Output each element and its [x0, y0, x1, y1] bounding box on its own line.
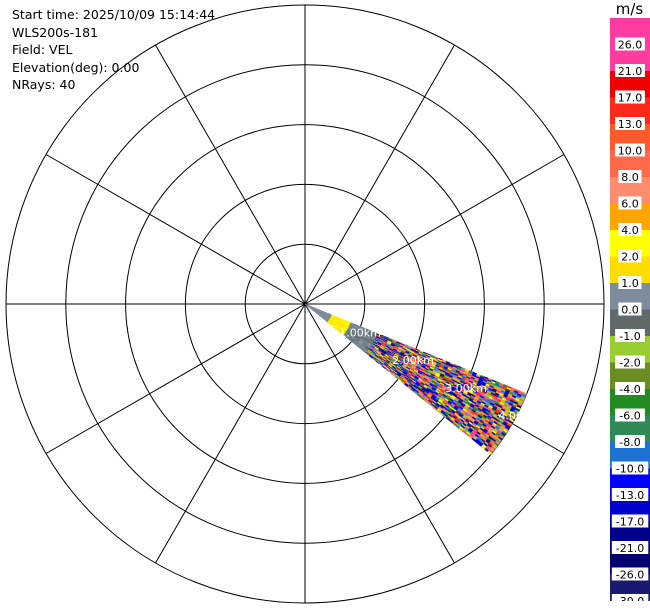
- colorbar-tick-bg: [618, 302, 642, 316]
- colorbar-tick-label: 8.0: [621, 171, 639, 184]
- colorbar-tick-bg: [615, 382, 645, 395]
- colorbar-tick-label: -26.0: [616, 569, 644, 582]
- colorbar-tick-bg: [618, 223, 642, 236]
- colorbar-tick-label: 21.0: [618, 65, 643, 78]
- data-gate: [487, 450, 493, 455]
- colorbar: 26.0 21.0 17.0 13.0 10.0 8.0 6.0 4.0 2.0 1.0 0.0 -1…: [610, 18, 650, 601]
- range-ring-labels: 1.00km 2.00km 3.00km 4.00km: [339, 327, 540, 423]
- elevation-label: Elevation(deg): 0.00: [12, 59, 140, 75]
- colorbar-tick-bg: [611, 514, 649, 528]
- colorbar-tick-bg: [611, 567, 649, 581]
- colorbar-tick-bg: [615, 117, 645, 130]
- range-ring-label: 1.00km: [339, 327, 381, 340]
- range-ring-label: 3.00km: [445, 382, 487, 395]
- colorbar-tick-bg: [611, 488, 649, 501]
- colorbar-tick-label: 1.0: [621, 277, 639, 290]
- colorbar-tick-label: -2.0: [619, 357, 640, 370]
- colorbar-tick-bg: [615, 37, 645, 51]
- colorbar-tick-label: -4.0: [619, 383, 640, 396]
- colorbar-tick-label: 4.0: [621, 224, 639, 237]
- field-label: Field: VEL: [12, 42, 73, 57]
- colorbar-tick-label: -1.0: [619, 330, 640, 343]
- colorbar-tick-bg: [615, 64, 645, 77]
- colorbar-tick-bg: [615, 435, 645, 448]
- start-time-label: Start time: 2025/10/09 15:14:44: [12, 7, 216, 22]
- azimuth-spoke: [155, 44, 306, 305]
- colorbar-tick-bg: [615, 329, 645, 342]
- nrays-label: NRays: 40: [12, 77, 76, 92]
- range-ring-label: 4.00km: [498, 410, 540, 423]
- colorbar-tick-label: 10.0: [618, 145, 643, 158]
- colorbar-tick-bg: [618, 249, 642, 263]
- colorbar-tick-label: -21.0: [616, 542, 644, 555]
- colorbar-tick-bg: [611, 461, 649, 475]
- azimuth-spoke: [155, 303, 306, 564]
- azimuth-spoke: [304, 303, 455, 564]
- colorbar-tick-label: 0.0: [621, 304, 639, 317]
- colorbar-tick-label: 13.0: [618, 118, 643, 131]
- colorbar-tick-bg: [615, 408, 645, 422]
- instrument-label: WLS200s-181: [12, 24, 98, 40]
- colorbar-tick-label: 2.0: [621, 251, 639, 264]
- colorbar-tick-label: -10.0: [616, 463, 644, 476]
- colorbar-tick-label: -8.0: [619, 436, 640, 449]
- radar-data-sector: [304, 303, 528, 455]
- colorbar-tick-label: -30.0: [616, 595, 644, 601]
- colorbar-tick-bg: [611, 541, 649, 554]
- colorbar-tick-bg: [615, 90, 645, 104]
- colorbar-tick-bg: [611, 594, 649, 601]
- colorbar-tick-bg: [618, 276, 642, 289]
- colorbar-tick-label: -6.0: [619, 410, 640, 423]
- colorbar-tick-label: -13.0: [616, 489, 644, 502]
- colorbar-tick-label: 17.0: [618, 92, 643, 105]
- colorbar-tick-bg: [615, 143, 645, 157]
- range-ring-label: 2.00km: [392, 354, 434, 367]
- colorbar-tick-bg: [618, 196, 642, 210]
- colorbar-tick-bg: [618, 170, 642, 183]
- azimuth-spoke: [304, 154, 565, 305]
- colorbar-tick-label: 26.0: [618, 39, 643, 52]
- colorbar-tick-label: -17.0: [616, 516, 644, 529]
- azimuth-spoke: [45, 154, 306, 305]
- colorbar-unit: m/s: [615, 0, 644, 18]
- colorbar-tick-bg: [615, 355, 645, 369]
- azimuth-spoke: [304, 44, 455, 305]
- plot-info: Start time: 2025/10/09 15:14:44 WLS200s-…: [12, 6, 215, 94]
- azimuth-spoke: [45, 303, 306, 454]
- colorbar-tick-label: 6.0: [621, 198, 639, 211]
